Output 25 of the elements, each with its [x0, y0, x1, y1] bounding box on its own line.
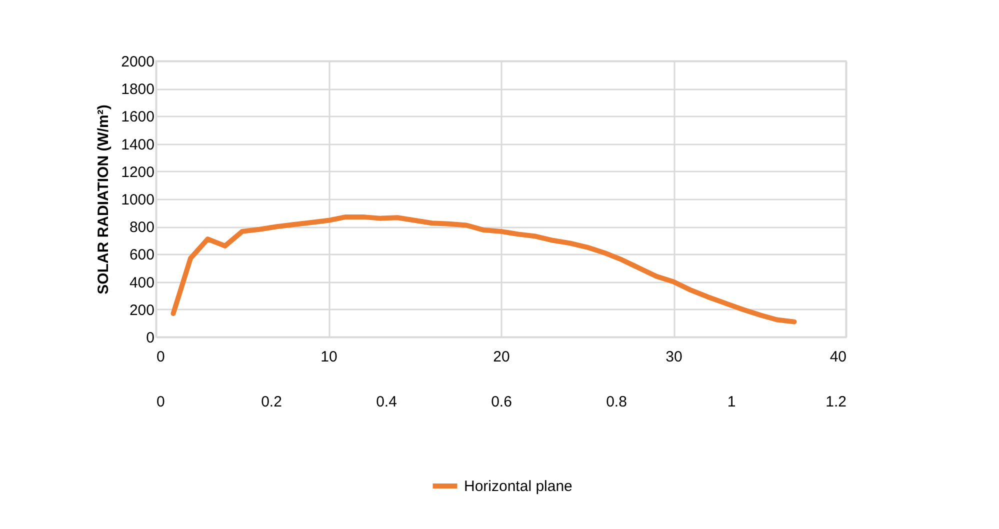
- x2-tick-label: 0.6: [491, 394, 512, 410]
- x2-tick-label: 0.8: [606, 394, 627, 410]
- y-tick-label: 800: [129, 219, 154, 236]
- x2-tick-label: 0: [156, 394, 165, 410]
- x2-tick-label: 1.2: [826, 394, 846, 410]
- x-tick-label: 10: [320, 348, 338, 366]
- y-tick-label: 400: [129, 274, 154, 292]
- x2-tick-label: 1: [727, 394, 736, 410]
- y-tick-label: 0: [146, 330, 154, 346]
- x-tick-label: 20: [493, 348, 510, 366]
- x2-tick-label: 0.4: [376, 394, 397, 410]
- x-tick-label: 40: [830, 348, 846, 366]
- y-axis-title: SOLAR RADIATION (W/m²): [95, 104, 112, 294]
- y-tick-label: 200: [129, 302, 154, 319]
- y-tick-label: 1000: [121, 192, 154, 208]
- x-tick-label: 30: [666, 348, 682, 366]
- y-tick-label: 1600: [121, 108, 154, 126]
- y-tick-label: 1800: [121, 81, 154, 98]
- legend-label: Horizontal plane: [464, 478, 572, 495]
- x-tick-label: 0: [156, 348, 165, 366]
- x2-tick-label: 0.2: [261, 394, 282, 410]
- y-tick-label: 1400: [121, 136, 154, 154]
- y-tick-label: 1200: [121, 164, 154, 181]
- y-tick-label: 2000: [121, 54, 154, 70]
- y-tick-label: 600: [129, 246, 154, 264]
